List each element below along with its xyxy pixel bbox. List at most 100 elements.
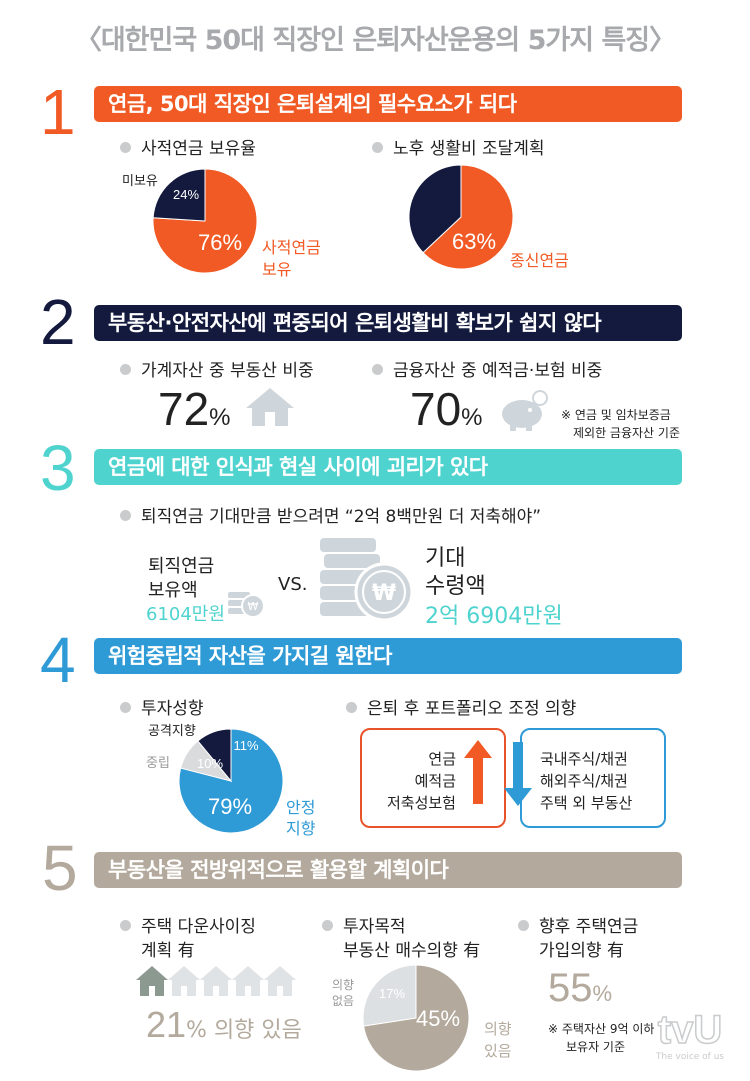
bullet-dot-icon [518, 919, 529, 931]
house-icon [200, 966, 232, 996]
retirement-pension-label-l2: 보유액 [148, 580, 198, 601]
pie-slice-2 [362, 964, 417, 1027]
svg-text:₩: ₩ [372, 581, 396, 606]
pie-slice-1 [178, 728, 284, 834]
svg-text:₩: ₩ [248, 600, 259, 613]
label-yes-l1: 의향 [484, 1020, 512, 1038]
deposit-insurance-share: 70% [410, 383, 483, 435]
pie-label-no: 17% [379, 986, 405, 1001]
section-2-bullet-1: 가계자산 중 부동산 비중 [120, 356, 314, 381]
label-aggressive: 공격지향 [148, 724, 196, 739]
reverse-mortgage-value: 55% [548, 966, 613, 1010]
bullet-dot-icon [120, 363, 131, 375]
label-stable-l1: 안정 [286, 798, 316, 817]
watermark-logo: tvU The voice of us [655, 1007, 725, 1062]
label-owned-l2: 보유 [262, 260, 292, 279]
house-icon [168, 966, 200, 996]
section-5-bullet-1: 주택 다운사이징 [120, 912, 256, 937]
section-3-number: 3 [40, 432, 76, 504]
section-1-banner: 연금, 50대 직장인 은퇴설계의 필수요소가 되다 [94, 86, 682, 122]
bullet-dot-icon [372, 141, 383, 153]
expected-value: 2억 6904만원 [425, 604, 563, 629]
expected-label-l1: 기대 [425, 546, 466, 571]
house-door [277, 986, 283, 996]
downsizing-value: 21% 의향 있음 [146, 1004, 302, 1045]
section-3-bullet-1: 퇴직연금 기대만큼 받으려면 “2억 8백만원 더 저축해야” [120, 502, 541, 527]
section-5-bullet-1-l2: 계획 有 [141, 941, 195, 961]
pie-slice-1 [422, 164, 514, 270]
decrease-item-2: 예적금 [414, 772, 456, 790]
bullet-dot-icon [322, 919, 333, 931]
bullet-dot-icon [120, 141, 131, 153]
section-4-number: 4 [40, 624, 76, 696]
pie-label-neutral: 10% [197, 756, 223, 771]
house-door [245, 986, 251, 996]
versus-label: VS. [278, 574, 308, 595]
bullet-dot-icon [120, 509, 131, 521]
pie-slice-3 [197, 728, 232, 783]
label-lifetime-annuity: 종신연금 [510, 251, 569, 270]
pie-label-unowned: 24% [173, 187, 199, 202]
arrow-up-icon [464, 740, 492, 804]
section-2-note-l1: ※ 연금 및 임차보증금 [561, 408, 671, 422]
pie-label-stable: 79% [208, 794, 252, 819]
label-yes-l2: 있음 [484, 1042, 512, 1060]
section-2-banner: 부동산·안전자산에 편중되어 은퇴생활비 확보가 쉽지 않다 [94, 305, 682, 341]
pie-living-expense-plan: 63% [408, 164, 514, 270]
house-icon [232, 966, 264, 996]
pie-label-aggressive: 11% [233, 738, 258, 753]
label-unowned: 미보유 [122, 174, 158, 189]
label-no-l2: 없음 [332, 994, 355, 1008]
section-5-note-l2: 보유자 기준 [566, 1040, 626, 1054]
bullet-dot-icon [120, 701, 131, 713]
increase-item-3: 주택 외 부동산 [540, 794, 633, 812]
label-stable-l2: 지향 [286, 819, 316, 838]
pie-label-yes: 45% [416, 1006, 460, 1031]
label-owned-l1: 사적연금 [262, 238, 321, 257]
increase-item-1: 국내주식/채권 [540, 750, 628, 768]
house-icon [264, 966, 296, 996]
arrow-down-icon [504, 742, 532, 806]
section-5-bullet-2: 투자목적 [322, 912, 406, 937]
retirement-pension-value: 6104만원 [146, 604, 225, 625]
bullet-dot-icon [120, 919, 131, 931]
section-4-bullet-2: 은퇴 후 포트폴리오 조정 의향 [346, 694, 576, 719]
decrease-item-3: 저축성보험 [386, 794, 456, 812]
retirement-pension-label-l1: 퇴직연금 [148, 556, 215, 577]
pie-label-owned: 76% [198, 230, 242, 255]
house-icon [246, 388, 294, 426]
section-4-bullet-1: 투자성향 [120, 694, 204, 719]
section-1-bullet-1: 사적연금 보유율 [120, 134, 256, 159]
expected-label-l2: 수령액 [425, 574, 486, 599]
section-5-banner: 부동산을 전방위적으로 활용할 계획이다 [94, 852, 682, 888]
label-no-l1: 의향 [332, 978, 355, 992]
section-2-number: 2 [40, 286, 76, 358]
section-2-bullet-2: 금융자산 중 예적금·보험 비중 [372, 356, 602, 381]
decrease-item-1: 연금 [428, 750, 456, 768]
house-door [213, 986, 219, 996]
section-5-bullet-3-l2: 가입의향 有 [539, 941, 624, 961]
bullet-dot-icon [372, 363, 383, 375]
pie-slice-2 [152, 168, 206, 222]
increase-item-2: 해외주식/채권 [540, 772, 628, 790]
pie-label-lifetime-annuity: 63% [452, 229, 496, 254]
house-door [181, 986, 187, 996]
section-4-banner: 위험중립적 자산을 가지길 원한다 [94, 638, 682, 674]
real-estate-share: 72% [158, 383, 231, 435]
section-5-bullet-2-l2: 부동산 매수의향 有 [343, 941, 481, 961]
section-5-note-l1: ※ 주택자산 9억 이하 [548, 1022, 655, 1036]
section-2-note-l2: 제외한 금융자산 기준 [573, 426, 680, 440]
decrease-box [360, 728, 506, 828]
page-title: 〈대한민국 50대 직장인 은퇴자산운용의 5가지 특징〉 [74, 25, 676, 56]
pie-slice-2 [408, 164, 462, 254]
house-icon [136, 966, 168, 996]
house-door [149, 986, 155, 996]
section-1-number: 1 [40, 76, 76, 148]
houses-row [136, 966, 296, 996]
section-3-banner: 연금에 대한 인식과 현실 사이에 괴리가 있다 [94, 449, 682, 485]
pie-investment-style: 11% 10% 79% [178, 728, 284, 834]
label-neutral: 중립 [146, 756, 170, 771]
pie-investment-purchase: 17% 45% [362, 964, 470, 1072]
section-5-bullet-3: 향후 주택연금 [518, 912, 638, 937]
section-5-number: 5 [42, 832, 78, 904]
